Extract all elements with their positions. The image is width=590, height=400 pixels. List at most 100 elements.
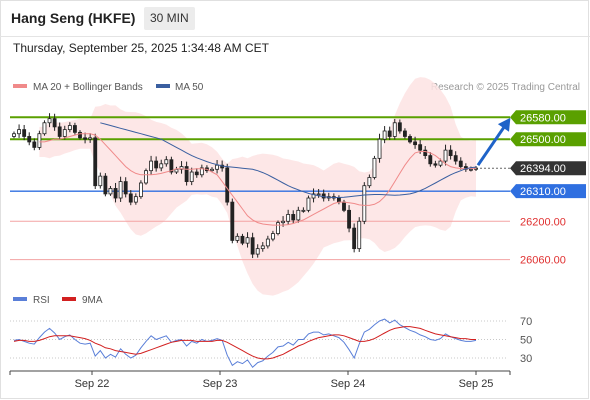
candle xyxy=(377,133,382,163)
bollinger-bands xyxy=(39,77,477,296)
candle xyxy=(133,193,138,205)
level-label-box-26310 xyxy=(510,184,586,199)
candle xyxy=(260,242,265,252)
candle xyxy=(306,195,311,213)
candle xyxy=(428,152,433,167)
candle xyxy=(123,177,128,198)
level-label-box-26580 xyxy=(510,110,586,125)
rsi-line xyxy=(13,318,477,369)
candle xyxy=(42,120,47,136)
credit-label: Research © 2025 Trading Central xyxy=(431,82,580,93)
candle xyxy=(184,161,189,186)
candle xyxy=(37,130,42,150)
candle xyxy=(296,206,301,223)
candle xyxy=(357,217,362,252)
candle xyxy=(27,132,32,146)
candle xyxy=(83,132,88,144)
candle xyxy=(245,232,250,248)
timeframe-button[interactable]: 30 MIN xyxy=(144,7,195,30)
candle xyxy=(433,160,438,168)
candle xyxy=(352,223,357,253)
candle xyxy=(443,144,448,166)
candle xyxy=(32,138,37,151)
candle xyxy=(230,198,235,244)
candle xyxy=(169,156,174,175)
candle xyxy=(154,156,159,172)
candle xyxy=(128,190,133,206)
ma50-legend-label: MA 50 xyxy=(175,82,204,93)
candle xyxy=(103,173,108,197)
x-tick-label: Sep 24 xyxy=(331,378,366,390)
candle xyxy=(164,156,169,167)
candle xyxy=(316,188,321,198)
candle xyxy=(367,174,372,189)
candle xyxy=(17,124,22,138)
candle xyxy=(270,230,275,242)
level-label-26580: 26580.00 xyxy=(520,112,566,124)
candle xyxy=(372,155,377,180)
candle xyxy=(276,220,280,236)
candle xyxy=(413,136,417,149)
candle xyxy=(108,185,113,196)
candle xyxy=(235,233,240,243)
candle xyxy=(194,168,199,178)
candle xyxy=(382,126,387,144)
level-label-26200: 26200.00 xyxy=(520,216,566,228)
ma20-legend-label: MA 20 + Bollinger Bands xyxy=(33,82,143,93)
datetime-label: Thursday, September 25, 2025 1:34:48 AM … xyxy=(13,41,269,55)
header-bar: Hang Seng (HKFE) 30 MIN xyxy=(0,0,590,37)
rsi-level-label-50: 50 xyxy=(520,335,532,347)
candle xyxy=(225,163,230,206)
level-label-26310: 26310.00 xyxy=(520,186,566,198)
rsi-level-label-30: 30 xyxy=(520,353,532,365)
rsi-legend-label: RSI xyxy=(33,295,50,306)
candle xyxy=(179,161,184,174)
candle xyxy=(362,182,367,225)
candle xyxy=(387,126,392,140)
candle xyxy=(62,125,67,140)
candle xyxy=(397,119,402,134)
candle xyxy=(159,159,164,172)
candle xyxy=(67,122,72,133)
x-tick-label: Sep 25 xyxy=(459,378,494,390)
candle xyxy=(291,210,296,224)
candle xyxy=(347,205,351,233)
level-label-26060: 26060.00 xyxy=(520,255,566,267)
forecast-arrow-shaft xyxy=(476,121,509,167)
candle xyxy=(402,128,407,139)
candle xyxy=(138,180,143,199)
candle xyxy=(408,134,412,144)
candle xyxy=(265,235,270,249)
rsi-ma-line xyxy=(13,326,476,360)
candle xyxy=(189,167,194,186)
candle xyxy=(57,122,62,140)
candle xyxy=(88,133,93,143)
price-level-labels: 26580.00 26500.00 26394.00 26310.00 26200.00… xyxy=(510,110,586,267)
rsi-ma-legend-label: 9MA xyxy=(82,295,103,306)
level-label-26500: 26500.00 xyxy=(520,134,566,146)
candle xyxy=(286,209,291,225)
candle xyxy=(98,172,103,189)
candle xyxy=(52,113,57,131)
rsi-legend-swatch xyxy=(13,297,27,301)
candle xyxy=(12,131,16,139)
candle xyxy=(240,233,245,246)
level-label-box-26500 xyxy=(510,132,586,147)
ma50-line xyxy=(100,122,477,198)
candle xyxy=(250,232,255,259)
candle xyxy=(22,124,27,141)
candle xyxy=(301,207,306,213)
candle xyxy=(73,122,77,135)
candle xyxy=(144,168,148,185)
candle xyxy=(255,244,260,258)
bollinger-band-area xyxy=(39,77,477,296)
candle xyxy=(392,118,397,140)
candle xyxy=(174,166,179,174)
candle xyxy=(311,188,316,203)
ma50-legend-swatch xyxy=(156,84,170,88)
candle xyxy=(199,164,204,178)
candle xyxy=(93,133,98,189)
ma20-legend-swatch xyxy=(13,84,27,88)
candle xyxy=(453,151,458,165)
